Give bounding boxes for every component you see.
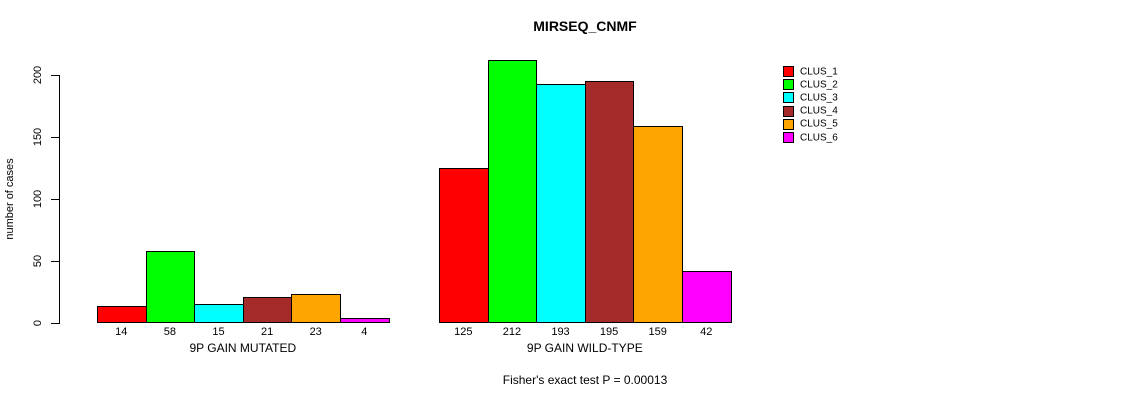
bar-value-label: 23 xyxy=(309,326,322,338)
y-axis-title: number of cases xyxy=(4,158,16,240)
bar-value-label: 159 xyxy=(648,326,667,338)
bar-clus_1 xyxy=(439,168,489,323)
y-tick-label: 150 xyxy=(32,127,44,147)
bar-clus_4 xyxy=(585,81,634,323)
group-label: 9P GAIN MUTATED xyxy=(189,341,297,355)
bar-clus_2 xyxy=(488,60,537,323)
y-tick-mark xyxy=(51,323,59,324)
y-tick-label: 0 xyxy=(32,319,44,327)
bar-value-label: 212 xyxy=(502,326,522,338)
y-tick-mark xyxy=(51,261,59,262)
legend-label: CLUS_2 xyxy=(800,79,838,91)
bar-value-label: 21 xyxy=(260,326,274,338)
bar-value-label: 14 xyxy=(115,326,128,338)
legend-swatch-clus_2 xyxy=(783,79,794,91)
bar-value-label: 58 xyxy=(163,326,177,338)
legend-swatch-clus_6 xyxy=(783,132,794,143)
legend-swatch-clus_4 xyxy=(783,105,794,117)
legend-swatch-clus_1 xyxy=(783,66,794,77)
bar-clus_4 xyxy=(243,297,292,323)
bar-value-label: 195 xyxy=(599,326,619,338)
bar-clus_3 xyxy=(194,304,244,323)
bar-value-label: 125 xyxy=(454,326,473,338)
bar-value-label: 15 xyxy=(212,326,225,338)
y-tick-label: 50 xyxy=(32,254,44,268)
legend-label: CLUS_1 xyxy=(800,66,838,77)
legend-label: CLUS_4 xyxy=(800,105,838,117)
y-tick-mark xyxy=(51,199,59,200)
legend-label: CLUS_3 xyxy=(800,92,838,104)
bar-value-label: 4 xyxy=(361,326,368,338)
y-tick-label: 200 xyxy=(32,65,44,85)
y-tick-mark xyxy=(51,75,59,76)
bar-clus_2 xyxy=(146,251,195,323)
legend-swatch-clus_3 xyxy=(783,92,794,104)
bar-clus_5 xyxy=(633,126,683,323)
chart-title: MIRSEQ_CNMF xyxy=(533,18,637,34)
bar-value-label: 193 xyxy=(551,326,570,338)
group-label: 9P GAIN WILD-TYPE xyxy=(526,341,643,355)
legend-label: CLUS_5 xyxy=(800,118,838,130)
bar-value-label: 42 xyxy=(700,326,713,338)
bar-clus_5 xyxy=(291,294,341,323)
bar-clus_3 xyxy=(536,84,586,323)
legend-swatch-clus_5 xyxy=(783,118,794,130)
y-tick-label: 100 xyxy=(32,189,44,209)
bar-clus_6 xyxy=(340,318,390,323)
bar-clus_6 xyxy=(682,271,732,323)
legend-label: CLUS_6 xyxy=(800,132,838,143)
fisher-test-annotation: Fisher's exact test P = 0.00013 xyxy=(502,373,668,387)
bar-clus_1 xyxy=(97,306,147,323)
y-axis-line xyxy=(59,75,60,324)
y-tick-mark xyxy=(51,137,59,138)
